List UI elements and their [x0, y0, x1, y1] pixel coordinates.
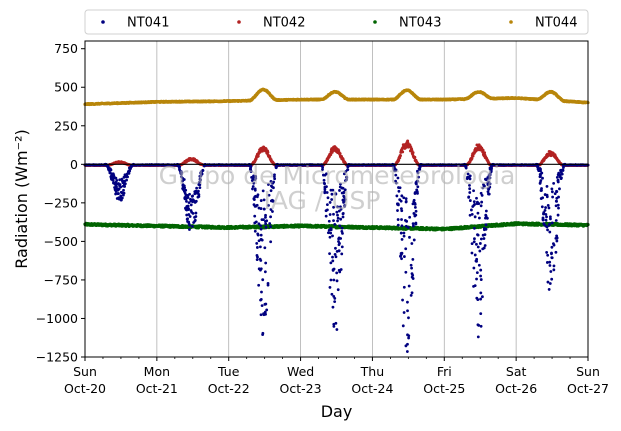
nt042-point [411, 151, 415, 155]
nt042-point [401, 150, 405, 154]
nt042-point [256, 154, 260, 158]
nt042-point [470, 157, 474, 161]
nt042-point [398, 154, 402, 158]
nt042-point [338, 152, 342, 156]
grid-lines [156, 41, 517, 357]
nt042-point [329, 153, 333, 157]
plot-data [83, 87, 590, 353]
nt042-point [413, 155, 417, 159]
nt042-point [266, 150, 270, 154]
